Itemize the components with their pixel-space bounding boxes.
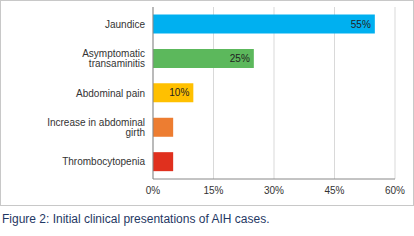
- svg-text:15%: 15%: [203, 185, 223, 196]
- svg-text:Thrombocytopenia: Thrombocytopenia: [62, 156, 145, 167]
- svg-text:Asymptomatictransaminitis: Asymptomatictransaminitis: [82, 48, 145, 69]
- svg-text:60%: 60%: [385, 185, 405, 196]
- html-text:Figure 2: Initial clinical pre: Figure 2: Initial clinical presentations…: [2, 212, 270, 226]
- svg-text:Abdominal pain: Abdominal pain: [76, 88, 145, 99]
- svg-text:10%: 10%: [169, 87, 189, 98]
- svg-text:30%: 30%: [264, 185, 284, 196]
- svg-text:0%: 0%: [146, 185, 161, 196]
- svg-text:55%: 55%: [351, 19, 371, 30]
- svg-text:25%: 25%: [230, 53, 250, 64]
- svg-text:Increase in abdominalgirth: Increase in abdominalgirth: [47, 117, 145, 138]
- svg-text:Jaundice: Jaundice: [105, 19, 145, 30]
- svg-text:45%: 45%: [324, 185, 344, 196]
